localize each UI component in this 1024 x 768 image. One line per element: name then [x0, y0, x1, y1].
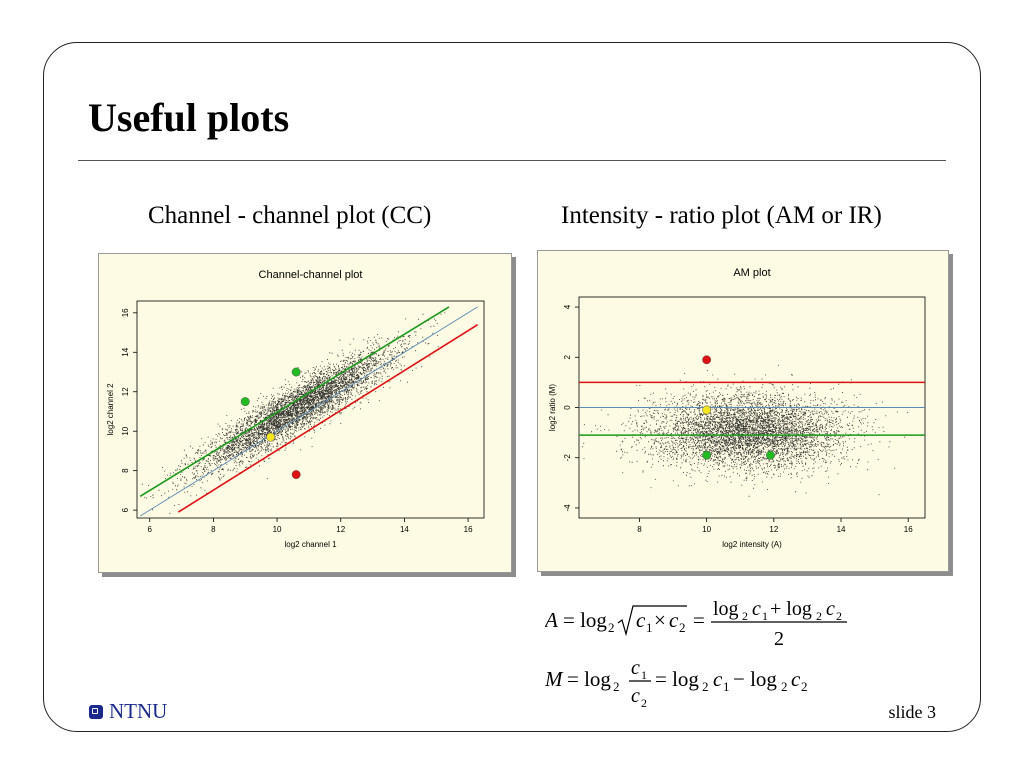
x-tick-label: 6	[148, 525, 153, 534]
svg-text:c: c	[631, 685, 640, 707]
x-axis-label: log2 intensity (A)	[722, 540, 782, 549]
formula-A-svg: A = log 2 c 1 × c 2 = log 2 c 1 + log 2 …	[543, 598, 847, 650]
y-tick-label: 4	[563, 304, 572, 309]
x-tick-label: 12	[336, 525, 345, 534]
x-tick-label: 16	[464, 525, 473, 534]
y-tick-label: 6	[121, 507, 130, 512]
x-tick-label: 8	[211, 525, 216, 534]
point-cloud	[141, 312, 446, 514]
y-axis-label: log2 channel 2	[106, 383, 115, 436]
x-tick-label: 12	[769, 525, 778, 534]
highlighted-point	[766, 450, 775, 460]
am-plot-panel: AM plot 8 10 12 14 16 -4 -2 0 2 4 log2 intensity (A…	[537, 250, 949, 572]
point-cloud-dots	[141, 312, 446, 514]
y-tick-label: -4	[563, 504, 572, 512]
svg-text:c: c	[713, 667, 723, 691]
cc-plot-svg: Channel-channel plot 6 8 10 12 14 16 6 8 10 12 14 16…	[106, 269, 485, 549]
svg-text:c: c	[669, 608, 679, 632]
svg-text:2: 2	[836, 609, 842, 623]
plot-area-frame	[136, 300, 485, 519]
svg-text:2: 2	[679, 620, 686, 635]
svg-text:= log: = log	[563, 608, 607, 632]
x-tick-label: 8	[637, 525, 642, 534]
formula-A: A = log 2 c 1 × c 2 = log 2 c 1 + log 2 …	[543, 598, 865, 650]
fit-line	[139, 306, 450, 497]
svg-text:log: log	[713, 598, 739, 620]
y-tick-label: 12	[121, 387, 130, 396]
cc-plot-heading: Channel - channel plot (CC)	[148, 202, 432, 229]
y-tick-label: 0	[563, 405, 572, 410]
x-tick-label: 10	[273, 525, 282, 534]
svg-text:= log: = log	[567, 667, 611, 691]
formula-M-svg: M = log 2 c 1 c 2 = log 2 c 1 − log 2 c …	[544, 657, 808, 710]
highlighted-point	[266, 432, 276, 442]
x-tick-label: 14	[400, 525, 409, 534]
fit-line	[139, 306, 478, 517]
point-cloud	[582, 364, 909, 497]
svg-text:1: 1	[762, 609, 768, 623]
y-tick-label: 16	[121, 308, 130, 317]
svg-text:1: 1	[723, 679, 730, 694]
svg-text:2: 2	[702, 679, 709, 694]
formula-M: M = log 2 c 1 c 2 = log 2 c 1 − log 2 c …	[544, 656, 825, 712]
svg-text:2: 2	[801, 679, 808, 694]
svg-text:2: 2	[781, 679, 788, 694]
cc-plot-panel: Channel-channel plot 6 8 10 12 14 16 6 8 10 12 14 16…	[98, 253, 512, 573]
x-axis-label: log2 channel 1	[284, 540, 337, 549]
fit-line	[177, 323, 479, 513]
highlighted-point	[702, 450, 712, 460]
highlighted-point	[291, 470, 301, 480]
svg-text:=: =	[693, 608, 705, 632]
y-tick-label: -2	[563, 454, 572, 462]
ntnu-logo: NTNU	[89, 699, 167, 724]
svg-text:2: 2	[774, 628, 784, 650]
x-tick-label: 16	[904, 525, 913, 534]
ntnu-logo-text: NTNU	[109, 699, 168, 723]
svg-text:c: c	[752, 598, 761, 620]
svg-text:− log: − log	[733, 667, 777, 691]
svg-text:+ log: + log	[770, 598, 812, 620]
svg-text:A: A	[545, 608, 558, 632]
title-divider	[78, 160, 946, 161]
y-tick-label: 10	[121, 426, 130, 435]
y-tick-label: 8	[121, 468, 130, 473]
svg-text:2: 2	[613, 679, 620, 694]
svg-text:2: 2	[641, 696, 647, 710]
highlighted-point	[702, 405, 712, 415]
y-axis-label: log2 ratio (M)	[548, 384, 557, 431]
svg-text:×: ×	[654, 608, 666, 632]
slide-frame	[43, 42, 981, 732]
svg-text:= log: = log	[655, 667, 699, 691]
y-tick-label: 14	[121, 347, 130, 356]
chart-title: Channel-channel plot	[259, 269, 363, 281]
highlighted-point	[291, 367, 301, 377]
highlighted-point	[702, 355, 712, 365]
chart-title: AM plot	[733, 267, 770, 279]
svg-text:c: c	[826, 598, 835, 620]
svg-text:2: 2	[608, 620, 615, 635]
x-tick-label: 10	[702, 525, 711, 534]
svg-text:c: c	[631, 657, 640, 679]
slide-title: Useful plots	[88, 95, 290, 140]
y-tick-label: 2	[563, 354, 572, 359]
slide-number: slide 3	[888, 702, 937, 722]
point-cloud-dots	[582, 364, 909, 497]
svg-text:2: 2	[742, 609, 748, 623]
highlighted-point	[240, 397, 250, 407]
am-plot-heading: Intensity - ratio plot (AM or IR)	[561, 202, 882, 229]
svg-text:c: c	[791, 667, 801, 691]
ntnu-logo-icon	[89, 704, 103, 719]
x-tick-label: 14	[837, 525, 846, 534]
svg-text:M: M	[545, 667, 564, 691]
svg-text:1: 1	[641, 668, 647, 682]
am-plot-svg: AM plot 8 10 12 14 16 -4 -2 0 2 4 log2 intensity (A…	[548, 267, 926, 549]
svg-text:2: 2	[816, 609, 822, 623]
svg-text:c: c	[636, 608, 646, 632]
svg-text:1: 1	[646, 620, 653, 635]
